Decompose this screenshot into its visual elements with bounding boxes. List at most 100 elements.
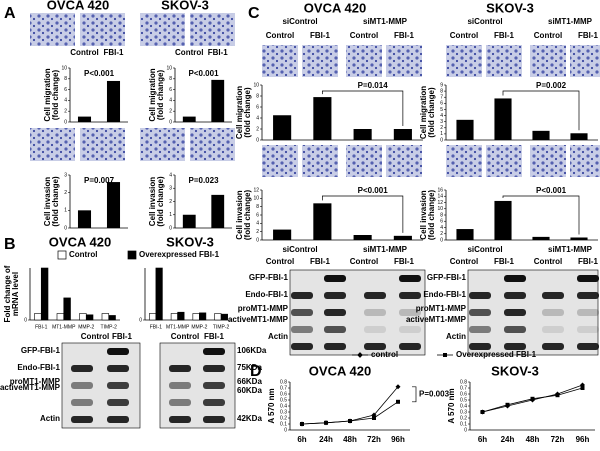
p-value: P=0.003 xyxy=(419,389,450,398)
micrograph xyxy=(80,13,125,46)
label: GFP-FBI-1 xyxy=(21,346,61,355)
micrograph xyxy=(446,145,482,177)
bar xyxy=(313,97,332,140)
label: Control xyxy=(534,257,562,266)
label: 42KDa xyxy=(237,414,262,423)
micrograph xyxy=(386,45,422,77)
chart-title: SKOV-3 xyxy=(166,234,214,249)
label: siMT1-MMP xyxy=(548,245,593,254)
micrograph xyxy=(530,145,566,177)
y-tick-label: 0 xyxy=(256,237,259,243)
blot-band xyxy=(542,292,564,299)
bar xyxy=(192,313,200,321)
blot-band xyxy=(469,292,491,299)
y-tick-label: 8 xyxy=(440,88,443,94)
blot-band xyxy=(203,416,225,423)
marker xyxy=(530,396,535,401)
x-tick-label: MT1-MMP xyxy=(166,324,190,330)
y-tick-label: 0 xyxy=(169,119,172,125)
y-axis-label: (fold change) xyxy=(51,70,60,121)
y-tick-label: 1 xyxy=(64,208,67,214)
y-axis-label: Cell invasion xyxy=(235,190,244,239)
bar xyxy=(101,313,110,321)
y-axis-label: (fold change) xyxy=(156,70,165,121)
x-tick-label: 48h xyxy=(526,435,540,444)
label: Endo-FBI-1 xyxy=(17,363,60,372)
blot-band xyxy=(107,399,129,406)
x-tick-label: 6h xyxy=(478,435,487,444)
blot-band xyxy=(399,309,421,316)
blot-band xyxy=(469,326,491,333)
y-tick-label: 2 xyxy=(440,125,443,131)
x-tick-label: 24h xyxy=(319,435,333,444)
y-tick-label: 6 xyxy=(256,104,259,110)
bar xyxy=(532,236,550,240)
y-tick-label: 4 xyxy=(256,115,259,121)
label: proMT1-MMP xyxy=(416,304,467,313)
micrograph xyxy=(302,45,338,77)
y-axis-label: (fold change) xyxy=(427,190,436,241)
p-value: P=0.014 xyxy=(358,81,389,90)
y-tick-label: 0 xyxy=(440,137,443,143)
y-tick-label: 0.7 xyxy=(460,385,467,391)
bar xyxy=(273,229,292,240)
label: siMT1-MMP xyxy=(363,245,408,254)
micrograph xyxy=(346,145,382,177)
y-tick-label: 2 xyxy=(64,109,67,115)
marker xyxy=(505,402,510,407)
panel-title: SKOV-3 xyxy=(486,0,534,15)
label: activeMT1-MMP xyxy=(228,315,289,324)
blot-band xyxy=(577,343,599,350)
panel-label: D xyxy=(250,363,262,380)
y-tick-label: 8 xyxy=(440,212,443,218)
label: siMT1-MMP xyxy=(548,17,593,26)
p-value: P<0.001 xyxy=(188,69,219,78)
label: 60KDa xyxy=(237,386,262,395)
y-tick-label: 0 xyxy=(284,427,287,433)
y-tick-label: 0.5 xyxy=(280,397,287,403)
bar xyxy=(211,79,225,122)
y-axis-label: Cell migration xyxy=(148,68,157,121)
bar xyxy=(182,116,196,122)
y-tick-label: 10 xyxy=(61,65,67,71)
y-tick-label: 7 xyxy=(440,95,443,101)
label: siControl xyxy=(467,245,502,254)
y-tick-label: 0.8 xyxy=(280,379,287,385)
label: Control xyxy=(266,257,294,266)
y-tick-label: 0.3 xyxy=(280,409,287,415)
micrograph xyxy=(140,128,185,161)
bar xyxy=(79,313,87,321)
y-axis-label: mRNA level xyxy=(11,272,20,316)
y-axis-label: (fold change) xyxy=(427,87,436,138)
y-tick-label: 4 xyxy=(64,98,67,104)
bar xyxy=(108,315,116,321)
panel-title: OVCA 420 xyxy=(304,0,366,15)
y-axis-label: (fold change) xyxy=(156,176,165,227)
y-axis-label: (fold change) xyxy=(243,87,252,138)
bar xyxy=(570,133,588,140)
y-tick-label: 6 xyxy=(440,219,443,225)
marker xyxy=(395,384,401,390)
blot-band xyxy=(542,326,564,333)
x-tick-label: 48h xyxy=(343,435,357,444)
micrograph xyxy=(570,45,600,77)
blot-band xyxy=(577,275,599,282)
bar xyxy=(177,311,185,321)
bar xyxy=(393,129,412,140)
bar xyxy=(313,203,332,240)
blot-band xyxy=(169,382,191,389)
bar xyxy=(494,98,512,140)
bar xyxy=(85,314,94,321)
label: Actin xyxy=(40,414,60,423)
y-tick-label: 2 xyxy=(64,190,67,196)
blot-band xyxy=(107,365,129,372)
y-axis-label: Fold change of xyxy=(3,265,12,322)
micrograph xyxy=(30,128,75,161)
y-tick-label: 2 xyxy=(440,231,443,237)
y-tick-label: 12 xyxy=(437,200,443,206)
x-tick-label: MMP-2 xyxy=(78,324,94,330)
y-tick-label: 5 xyxy=(440,107,443,113)
y-tick-label: 10 xyxy=(437,206,443,212)
blot-band xyxy=(324,275,346,282)
chart-title: OVCA 420 xyxy=(47,0,109,12)
